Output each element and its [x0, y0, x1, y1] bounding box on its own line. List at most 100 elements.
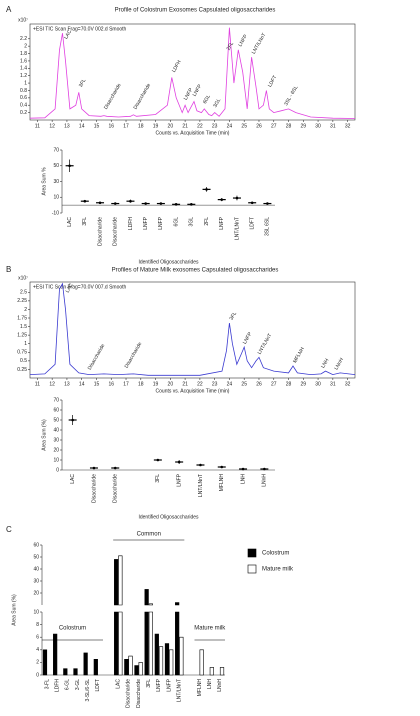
y-axis-label: Area Sum %	[41, 167, 47, 196]
x-tick-label: LDFT	[250, 217, 256, 230]
bar	[164, 643, 170, 676]
x-tick-label: 3GL	[189, 217, 195, 227]
x-axis-label: Counts vs. Acquisition Time (min)	[156, 130, 230, 136]
x-tick-label: Disaccharide	[113, 217, 119, 246]
x-tick-label: 21	[182, 381, 188, 387]
x-tick-label: LNnH	[262, 474, 268, 487]
x-tick-label: 30	[315, 123, 321, 129]
x-tick-label: LDFH	[128, 217, 134, 230]
x-tick-label: Disaccharide	[91, 474, 97, 503]
bar	[219, 667, 225, 676]
mean-dot	[68, 164, 71, 168]
bar	[169, 649, 174, 676]
x-tick-label: 22	[197, 381, 203, 387]
x-tick-label: LAC	[70, 474, 76, 484]
y-tick-label: 10	[53, 195, 59, 201]
peak-label: LNFP	[237, 33, 249, 48]
y-tick-label: 1.75	[17, 315, 27, 321]
y-tick-label: 10	[33, 609, 39, 615]
x-tick-label: 20	[168, 123, 174, 129]
x-tick-label: 12	[49, 123, 55, 129]
x-tick-label: 23	[212, 123, 218, 129]
mean-dot	[113, 466, 117, 470]
x-tick-label: 29	[301, 381, 307, 387]
y-tick-label: 60	[33, 542, 39, 548]
peak-label: LAC	[63, 29, 73, 41]
chart-title: Profiles of Mature Milk exosomes Capsula…	[112, 268, 279, 274]
chart-title: Profile of Colostrum Exosomes Capsulated…	[115, 8, 276, 14]
group-label: Mature milk	[194, 626, 226, 632]
bar	[93, 658, 98, 676]
y-tick-label: 20	[53, 447, 59, 453]
x-tick-label: 32	[345, 123, 351, 129]
y-tick-label: 70	[53, 147, 59, 153]
group-label: Common	[137, 532, 161, 538]
peak-label: LNFP	[183, 87, 195, 102]
y-axis-label: Area Sum (%)	[41, 419, 47, 451]
x-tick-label: LNFP	[156, 678, 162, 691]
x-tick-label: 22	[197, 123, 203, 129]
peak-label: 3FL	[78, 78, 88, 89]
bar	[114, 559, 119, 676]
peak-label: 3GL	[212, 97, 222, 108]
x-tick-label: 16	[108, 381, 114, 387]
y-tick-label: 1	[24, 341, 27, 347]
x-tick-label: 26	[256, 123, 262, 129]
y-tick-label: 50	[53, 417, 59, 423]
x-tick-label: 32	[345, 381, 351, 387]
mean-dot	[235, 196, 239, 200]
bar	[73, 668, 78, 676]
x-tick-label: LNT/LNnT	[177, 679, 183, 702]
y-tick-label: 1.5	[20, 324, 27, 330]
x-tick-label: 11	[35, 123, 40, 129]
plot-area	[29, 281, 356, 379]
peak-label: 2FL	[226, 41, 236, 52]
x-tick-label: 27	[271, 381, 277, 387]
chromatogram-line	[29, 27, 356, 119]
x-tick-label: 6-GL	[65, 679, 71, 690]
mean-dot	[205, 188, 208, 191]
x-tick-label: 3FL	[155, 474, 161, 483]
bar	[199, 649, 204, 676]
mean-dot	[83, 199, 87, 203]
mean-dot	[241, 467, 245, 471]
x-tick-label: LNH	[240, 474, 246, 484]
y-tick-label: 40	[53, 427, 59, 433]
legend-swatch	[247, 564, 257, 574]
y-tick-label: 0.75	[17, 350, 27, 356]
mean-dot	[174, 203, 178, 206]
mean-dot	[156, 458, 160, 462]
x-tick-label: 13	[64, 123, 70, 129]
header: +ESI TIC Scan Frag=70.0V 002.d Smooth	[33, 26, 127, 32]
bar	[154, 633, 159, 676]
legend-label: Mature milk	[262, 567, 294, 573]
x-tick-label: LNT/LNnT	[198, 474, 204, 497]
mean-dot	[177, 460, 181, 464]
mean-dot	[71, 418, 74, 422]
x-tick-label: 3-FL	[44, 679, 50, 690]
bar	[144, 589, 149, 676]
x-tick-label: 16	[108, 123, 114, 129]
x-tick-label: 12	[49, 381, 55, 387]
bar	[128, 655, 133, 676]
y-tick-label: 0.4	[20, 103, 27, 109]
chromatogram-line	[29, 282, 356, 376]
mean-dot	[220, 198, 224, 201]
x-tick-label: LNH	[207, 679, 213, 689]
legend-swatch	[247, 548, 257, 558]
peak-label: LDFT	[267, 75, 278, 89]
x-tick-label: LNT/LNnT	[234, 217, 240, 240]
x-tick-label: LAC	[116, 679, 122, 689]
x-tick-label: MFLNH	[219, 474, 225, 492]
x-axis-label: Counts vs. Acquisition Time (min)	[156, 388, 230, 394]
x-tick-label: 11	[35, 381, 40, 387]
x-tick-label: 25	[241, 381, 247, 387]
x-tick-label: 2FL	[204, 217, 210, 226]
bar	[158, 646, 164, 676]
x-tick-label: 15	[94, 381, 100, 387]
x-tick-label: 31	[330, 381, 336, 387]
peak-label: LAC	[65, 282, 75, 294]
y-tick-label: 2	[24, 307, 27, 313]
x-tick-label: 3FL	[82, 217, 88, 226]
x-tick-label: 14	[79, 381, 85, 387]
